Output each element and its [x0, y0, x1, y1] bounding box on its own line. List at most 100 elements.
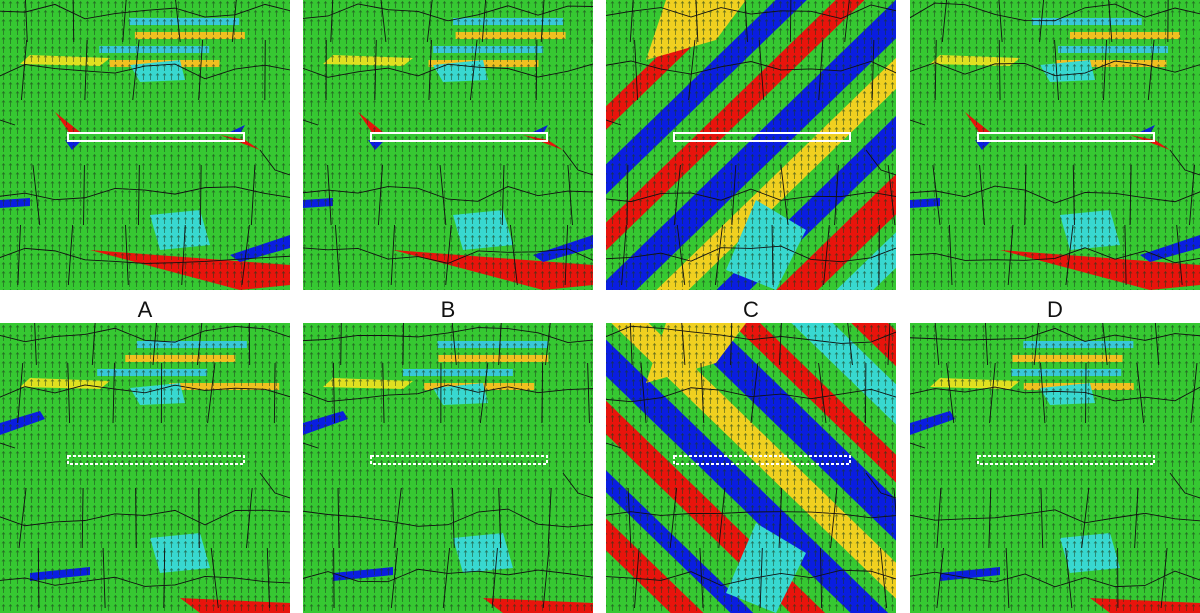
grain-boundary — [948, 224, 953, 286]
grain-boundary — [337, 487, 340, 549]
panel — [606, 0, 896, 290]
grain-boundary — [606, 119, 622, 126]
grain-boundary — [606, 245, 896, 263]
grain-boundary — [998, 0, 1003, 43]
grain-boundary — [587, 362, 590, 424]
grain-boundary — [910, 386, 1200, 402]
grain-boundary — [303, 327, 593, 344]
grain-boundary — [910, 509, 1200, 524]
grain-boundary — [32, 164, 41, 226]
grain-boundary — [259, 472, 290, 499]
grain-boundary — [445, 224, 452, 286]
grain-boundary — [72, 0, 75, 43]
grain-boundary — [910, 60, 1200, 77]
grain-boundary — [871, 39, 875, 101]
grain-boundary — [152, 323, 157, 366]
grain-boundary — [1102, 323, 1108, 366]
crack — [370, 132, 548, 142]
grain-boundary — [1147, 39, 1155, 101]
grain-boundary — [629, 0, 634, 43]
grain-boundary — [498, 323, 502, 366]
vector-field — [0, 0, 290, 290]
vector-field — [910, 323, 1200, 613]
grain-boundary — [910, 185, 1200, 204]
panel-label: D — [1047, 297, 1063, 322]
grain-boundary — [818, 362, 827, 424]
grain-boundary — [83, 164, 85, 226]
grain-boundary — [780, 164, 789, 226]
grain-boundary — [198, 39, 204, 101]
grain-boundary — [0, 509, 290, 527]
grain-boundary — [1189, 164, 1195, 226]
grain-boundary — [847, 323, 853, 366]
grain-boundary — [303, 442, 319, 449]
panel — [0, 323, 290, 613]
grain-boundary — [1065, 224, 1074, 286]
grain-boundary — [1065, 547, 1073, 609]
grain-boundary — [330, 0, 334, 43]
grain-boundary — [122, 0, 127, 43]
grain-boundary — [1160, 547, 1168, 609]
grain-boundary — [910, 442, 926, 449]
grain-boundary — [0, 63, 290, 80]
grain-boundary — [934, 39, 937, 101]
grain-boundary — [941, 0, 948, 43]
grain-boundary — [750, 362, 759, 424]
grain-boundary — [673, 164, 681, 226]
grain-boundary — [910, 247, 1200, 264]
grain-boundary — [1134, 487, 1139, 549]
grain-boundary — [936, 547, 944, 609]
grain-boundary — [634, 547, 640, 609]
panel-label: C — [743, 297, 759, 322]
grain-boundary — [759, 547, 763, 609]
grain-boundary — [1169, 149, 1200, 176]
grain-boundary — [910, 570, 1200, 588]
grain-boundary — [865, 472, 896, 499]
grain-boundary — [629, 323, 633, 366]
vector-field — [303, 0, 593, 290]
panel — [303, 0, 593, 290]
grain-boundary — [1040, 362, 1046, 424]
grain-boundary — [1039, 0, 1045, 43]
grain-boundary — [0, 384, 290, 398]
grain-boundary — [1103, 39, 1108, 101]
grain-boundary — [175, 0, 181, 43]
grain-boundary — [910, 2, 1200, 22]
grain-boundary — [758, 39, 765, 101]
grain-boundary — [125, 224, 129, 286]
crack — [370, 455, 548, 465]
grain-boundary — [547, 487, 552, 549]
grain-boundary — [984, 323, 989, 366]
grain-boundary — [606, 4, 896, 20]
grain-boundary — [564, 224, 569, 286]
grain-boundary — [393, 487, 402, 549]
grain-boundary — [380, 0, 387, 43]
grain-boundary — [259, 149, 290, 176]
grain-boundary — [132, 39, 140, 101]
grain-boundary — [542, 547, 550, 609]
grain-boundary — [979, 164, 985, 226]
grain-boundary — [67, 224, 74, 286]
grain-boundary — [626, 164, 629, 226]
grain-boundary — [428, 39, 432, 101]
grain-boundary — [714, 224, 723, 286]
grain-boundary — [1136, 362, 1145, 424]
grain-boundary — [936, 487, 942, 549]
grain-boundary — [830, 487, 838, 549]
grain-boundary — [998, 39, 1001, 101]
grain-boundary — [621, 224, 627, 286]
grain-boundary — [374, 39, 377, 101]
grain-boundary — [452, 487, 455, 549]
panel — [910, 323, 1200, 613]
grain-boundary — [451, 323, 457, 366]
grain-boundary — [1154, 323, 1160, 366]
crack — [67, 132, 245, 142]
grain-boundary — [18, 487, 27, 549]
panel — [910, 0, 1200, 290]
grain-boundary — [0, 325, 290, 343]
vector-field — [0, 323, 290, 613]
crack — [977, 132, 1155, 142]
vector-field — [303, 323, 593, 613]
grain-boundary — [880, 547, 888, 609]
grain-boundary — [681, 323, 686, 366]
